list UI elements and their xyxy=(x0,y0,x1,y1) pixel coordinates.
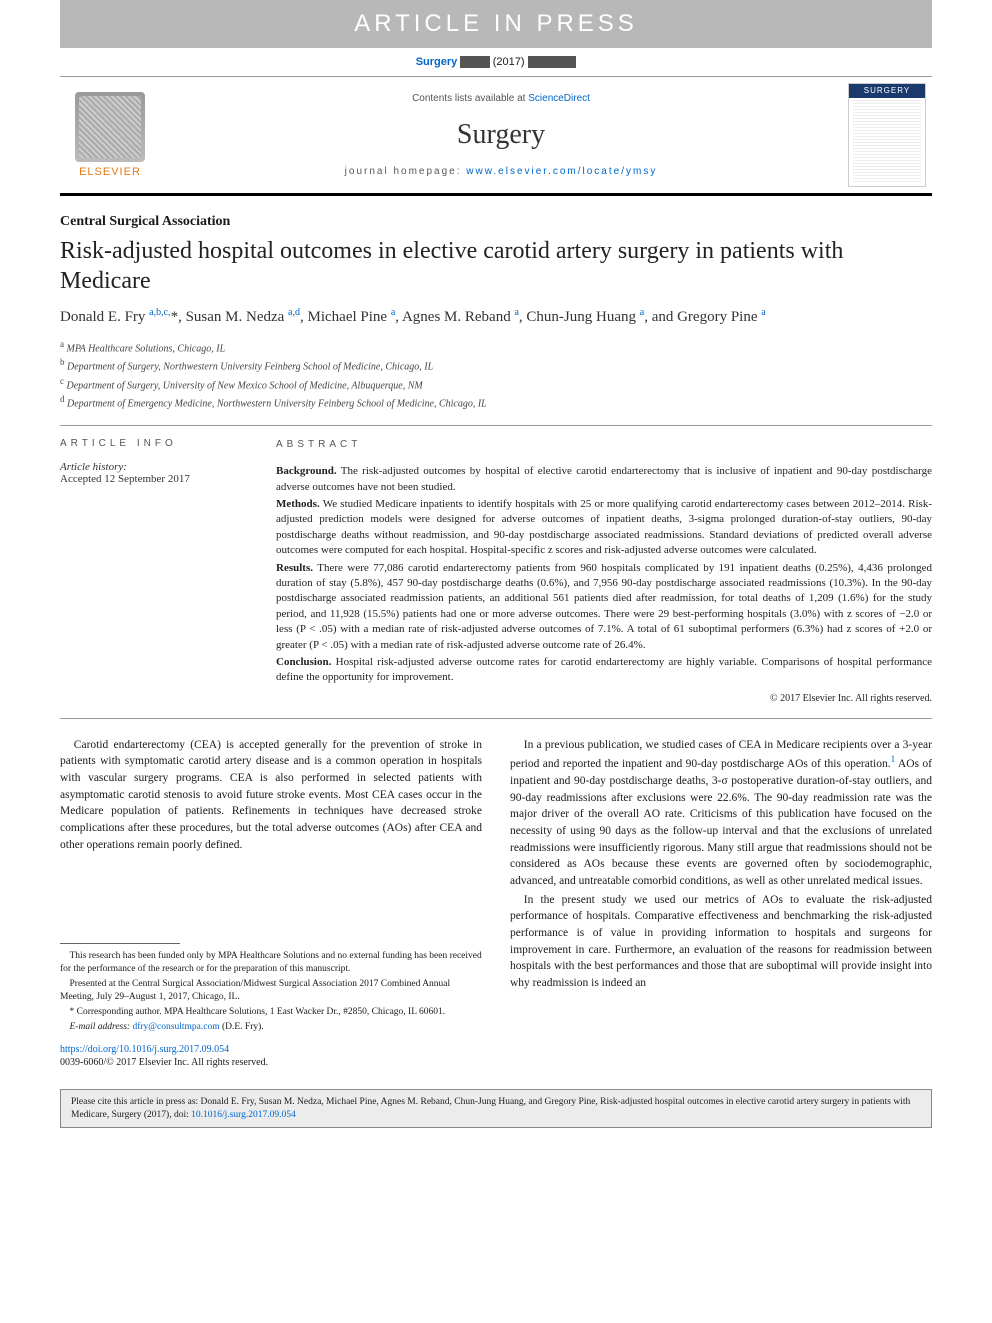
citation-doi-link[interactable]: 10.1016/j.surg.2017.09.054 xyxy=(191,1110,296,1120)
page: ARTICLE IN PRESS Surgery ■■ (2017) ■■–■■… xyxy=(0,0,992,1323)
cite-pages-placeholder: ■■–■■ xyxy=(528,56,577,68)
article-info-column: ARTICLE INFO Article history: Accepted 1… xyxy=(60,426,260,717)
citation-box: Please cite this article in press as: Do… xyxy=(60,1089,932,1128)
abstract-para: Results. There were 77,086 carotid endar… xyxy=(276,561,932,653)
abstract-copyright: © 2017 Elsevier Inc. All rights reserved… xyxy=(276,692,932,706)
doi-link[interactable]: https://doi.org/10.1016/j.surg.2017.09.0… xyxy=(60,1044,229,1055)
info-abstract-row: ARTICLE INFO Article history: Accepted 1… xyxy=(60,425,932,718)
history-label: Article history: xyxy=(60,461,244,473)
cover-body-placeholder xyxy=(853,100,921,182)
sciencedirect-link[interactable]: ScienceDirect xyxy=(528,93,590,104)
body-p2: In a previous publication, we studied ca… xyxy=(510,737,932,890)
accepted-date: Accepted 12 September 2017 xyxy=(60,473,244,485)
abstract-heading: ABSTRACT xyxy=(276,438,932,452)
contents-prefix: Contents lists available at xyxy=(412,93,528,104)
citation-line: Surgery ■■ (2017) ■■–■■ xyxy=(0,48,992,76)
journal-cover-thumb[interactable]: SURGERY xyxy=(842,77,932,193)
doi-block: https://doi.org/10.1016/j.surg.2017.09.0… xyxy=(60,1043,482,1069)
affiliation-line: a MPA Healthcare Solutions, Chicago, IL xyxy=(60,338,932,356)
abstract-para: Conclusion. Hospital risk-adjusted adver… xyxy=(276,655,932,686)
email-who: (D.E. Fry). xyxy=(222,1022,264,1032)
cite-journal: Surgery xyxy=(416,56,458,68)
section-label: Central Surgical Association xyxy=(60,214,932,230)
issn-copyright: 0039-6060/© 2017 Elsevier Inc. All right… xyxy=(60,1057,268,1068)
footnote-presented: Presented at the Central Surgical Associ… xyxy=(60,978,482,1004)
footnotes: This research has been funded only by MP… xyxy=(60,950,482,1033)
affiliation-line: b Department of Surgery, Northwestern Un… xyxy=(60,356,932,374)
footnote-funding: This research has been funded only by MP… xyxy=(60,950,482,976)
in-press-banner: ARTICLE IN PRESS xyxy=(60,0,932,48)
cite-volume-placeholder: ■■ xyxy=(460,56,489,68)
affiliation-line: d Department of Emergency Medicine, Nort… xyxy=(60,393,932,411)
journal-homepage-link[interactable]: www.elsevier.com/locate/ymsy xyxy=(466,166,657,177)
abstract-column: ABSTRACT Background. The risk-adjusted o… xyxy=(260,426,932,717)
footnote-rule xyxy=(60,943,180,944)
footnote-email: E-mail address: dfry@consultmpa.com (D.E… xyxy=(60,1021,482,1034)
footnote-corresponding: * Corresponding author. MPA Healthcare S… xyxy=(60,1006,482,1019)
contents-available-line: Contents lists available at ScienceDirec… xyxy=(412,93,590,104)
corresponding-email-link[interactable]: dfry@consultmpa.com xyxy=(132,1022,219,1032)
body-p3: In the present study we used our metrics… xyxy=(510,892,932,992)
body-p1: Carotid endarterectomy (CEA) is accepted… xyxy=(60,737,482,854)
masthead: ELSEVIER Contents lists available at Sci… xyxy=(60,76,932,196)
elsevier-logo[interactable]: ELSEVIER xyxy=(60,77,160,193)
body-columns: Carotid endarterectomy (CEA) is accepted… xyxy=(60,737,932,1070)
homepage-prefix: journal homepage: xyxy=(345,166,467,177)
article-info-heading: ARTICLE INFO xyxy=(60,438,244,449)
elsevier-tree-icon xyxy=(75,92,145,162)
article-body: Central Surgical Association Risk-adjust… xyxy=(0,196,992,1069)
cite-year: (2017) xyxy=(493,56,525,68)
masthead-center: Contents lists available at ScienceDirec… xyxy=(160,77,842,193)
authors: Donald E. Fry a,b,c,*, Susan M. Nedza a,… xyxy=(60,306,932,328)
article-title: Risk-adjusted hospital outcomes in elect… xyxy=(60,236,932,296)
cover-title: SURGERY xyxy=(849,84,925,98)
affiliations: a MPA Healthcare Solutions, Chicago, ILb… xyxy=(60,338,932,411)
affiliation-line: c Department of Surgery, University of N… xyxy=(60,375,932,393)
elsevier-wordmark: ELSEVIER xyxy=(79,166,141,178)
journal-homepage-line: journal homepage: www.elsevier.com/locat… xyxy=(345,166,658,177)
abstract-para: Methods. We studied Medicare inpatients … xyxy=(276,497,932,559)
email-label: E-mail address: xyxy=(70,1022,131,1032)
cover-image: SURGERY xyxy=(848,83,926,187)
journal-title: Surgery xyxy=(457,119,545,151)
abstract-para: Background. The risk-adjusted outcomes b… xyxy=(276,464,932,495)
